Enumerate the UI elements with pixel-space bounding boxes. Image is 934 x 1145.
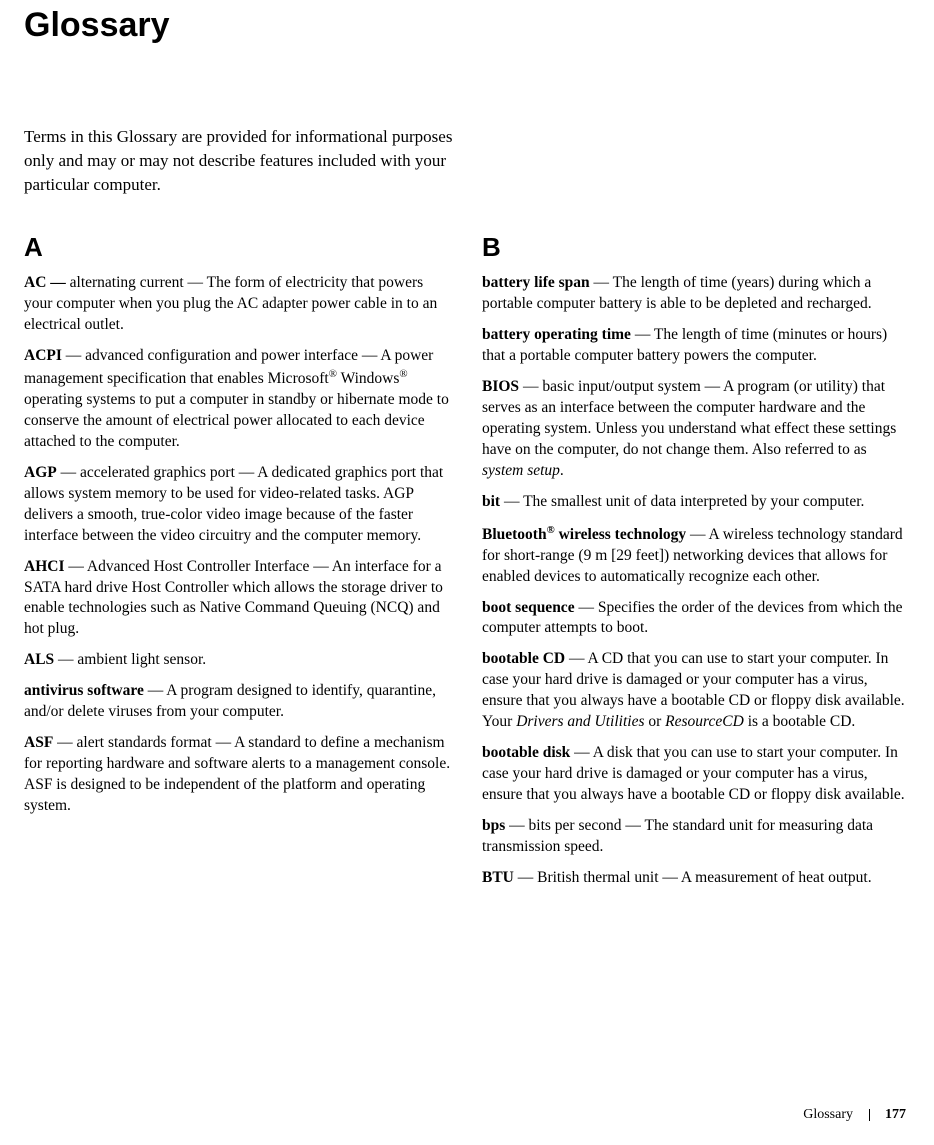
term-bit: bit [482, 493, 500, 510]
entry-bootdisk: bootable disk — A disk that you can use … [482, 743, 910, 806]
column-left: A AC — alternating current — The form of… [24, 232, 452, 898]
term-bootseq: boot sequence [482, 599, 575, 616]
def-bootcd-ital1: Drivers and Utilities [516, 713, 644, 730]
def-ac: alternating current — The form of electr… [24, 274, 437, 333]
def-acpi-post: operating systems to put a computer in s… [24, 391, 449, 450]
entry-bootseq: boot sequence — Specifies the order of t… [482, 598, 910, 640]
entry-asf: ASF — alert standards format — A standar… [24, 733, 452, 817]
entry-batlife: battery life span — The length of time (… [482, 273, 910, 315]
term-bps: bps [482, 817, 505, 834]
def-agp: — accelerated graphics port — A dedicate… [24, 464, 443, 544]
entry-bluetooth: Bluetooth® wireless technology — A wirel… [482, 523, 910, 588]
def-bootcd-mid: or [645, 713, 666, 730]
term-agp: AGP [24, 464, 57, 481]
entry-antivirus: antivirus software — A program designed … [24, 681, 452, 723]
def-bios-post: . [560, 462, 564, 479]
entry-bps: bps — bits per second — The standard uni… [482, 816, 910, 858]
entry-agp: AGP — accelerated graphics port — A dedi… [24, 463, 452, 547]
term-antivirus: antivirus software [24, 682, 144, 699]
def-als: — ambient light sensor. [54, 651, 206, 668]
intro-text: Terms in this Glossary are provided for … [24, 125, 464, 196]
column-right: B battery life span — The length of time… [482, 232, 910, 898]
entry-bios: BIOS — basic input/output system — A pro… [482, 377, 910, 482]
section-letter-a: A [24, 232, 452, 263]
def-bootcd-ital2: ResourceCD [665, 713, 744, 730]
term-bios: BIOS [482, 378, 519, 395]
page-title: Glossary [24, 0, 910, 45]
term-bluetooth-2: wireless technology [555, 526, 686, 543]
entry-btu: BTU — British thermal unit — A measureme… [482, 868, 910, 889]
def-bit: — The smallest unit of data interpreted … [500, 493, 864, 510]
entry-bootcd: bootable CD — A CD that you can use to s… [482, 649, 910, 733]
entry-acpi: ACPI — advanced configuration and power … [24, 346, 452, 453]
def-bps: — bits per second — The standard unit fo… [482, 817, 873, 855]
section-letter-b: B [482, 232, 910, 263]
def-ahci: — Advanced Host Controller Interface — A… [24, 558, 443, 638]
footer-page-number: 177 [885, 1107, 906, 1122]
entry-als: ALS — ambient light sensor. [24, 650, 452, 671]
term-batop: battery operating time [482, 326, 631, 343]
term-acpi: ACPI [24, 347, 62, 364]
footer-label: Glossary [803, 1107, 853, 1122]
term-bluetooth-1: Bluetooth [482, 526, 547, 543]
term-ac: AC — [24, 274, 70, 291]
def-bios-pre: — basic input/output system — A program … [482, 378, 896, 458]
entry-bit: bit — The smallest unit of data interpre… [482, 492, 910, 513]
def-bios-ital: system setup [482, 462, 560, 479]
entry-ac: AC — alternating current — The form of e… [24, 273, 452, 336]
def-acpi-mid: Windows [337, 370, 399, 387]
sup-acpi-2: ® [399, 368, 407, 380]
term-batlife: battery life span [482, 274, 590, 291]
def-btu: — British thermal unit — A measurement o… [514, 869, 872, 886]
term-ahci: AHCI [24, 558, 64, 575]
sup-acpi-1: ® [329, 368, 337, 380]
term-als: ALS [24, 651, 54, 668]
content-columns: A AC — alternating current — The form of… [24, 232, 910, 898]
entry-ahci: AHCI — Advanced Host Controller Interfac… [24, 557, 452, 641]
term-btu: BTU [482, 869, 514, 886]
term-bootcd: bootable CD [482, 650, 565, 667]
sup-bluetooth: ® [547, 524, 555, 536]
term-asf: ASF [24, 734, 53, 751]
def-asf: — alert standards format — A standard to… [24, 734, 450, 814]
entry-batop: battery operating time — The length of t… [482, 325, 910, 367]
footer-separator [869, 1109, 870, 1121]
term-bluetooth: Bluetooth® wireless technology [482, 526, 686, 543]
page-footer: Glossary 177 [803, 1107, 906, 1123]
def-bootcd-post: is a bootable CD. [744, 713, 856, 730]
term-bootdisk: bootable disk [482, 744, 570, 761]
